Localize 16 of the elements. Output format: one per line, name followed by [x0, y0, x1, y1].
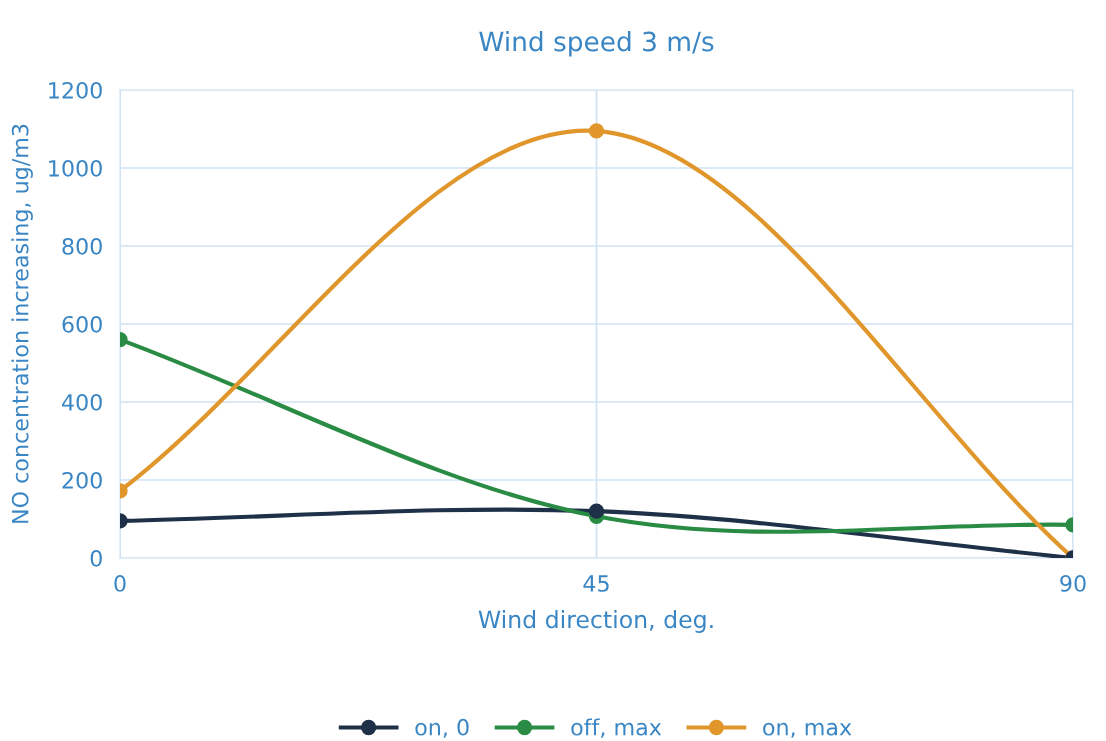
y-tick-label: 1200	[49, 81, 102, 99]
y-tick-label: 1000	[49, 159, 102, 177]
x-tick-label: 90	[1060, 575, 1086, 592]
y-tick-label: 400	[62, 393, 102, 411]
legend-label: off, max	[571, 718, 662, 738]
legend-label: on, max	[763, 722, 852, 738]
legend-label: on, 0	[415, 718, 469, 738]
y-tick-label: 200	[62, 471, 102, 489]
x-axis-title: Wind direction, deg.	[478, 610, 713, 633]
y-tick-label: 0	[90, 549, 102, 567]
y-tick-label: 600	[62, 315, 102, 333]
y-axis-title: NO concentration increasing, ug/m3	[11, 124, 33, 523]
chart-title: Wind speed 3 m/s	[479, 31, 714, 57]
y-tick-label: 800	[62, 237, 102, 255]
x-tick-label: 45	[583, 575, 609, 592]
x-tick-label: 0	[114, 575, 126, 592]
